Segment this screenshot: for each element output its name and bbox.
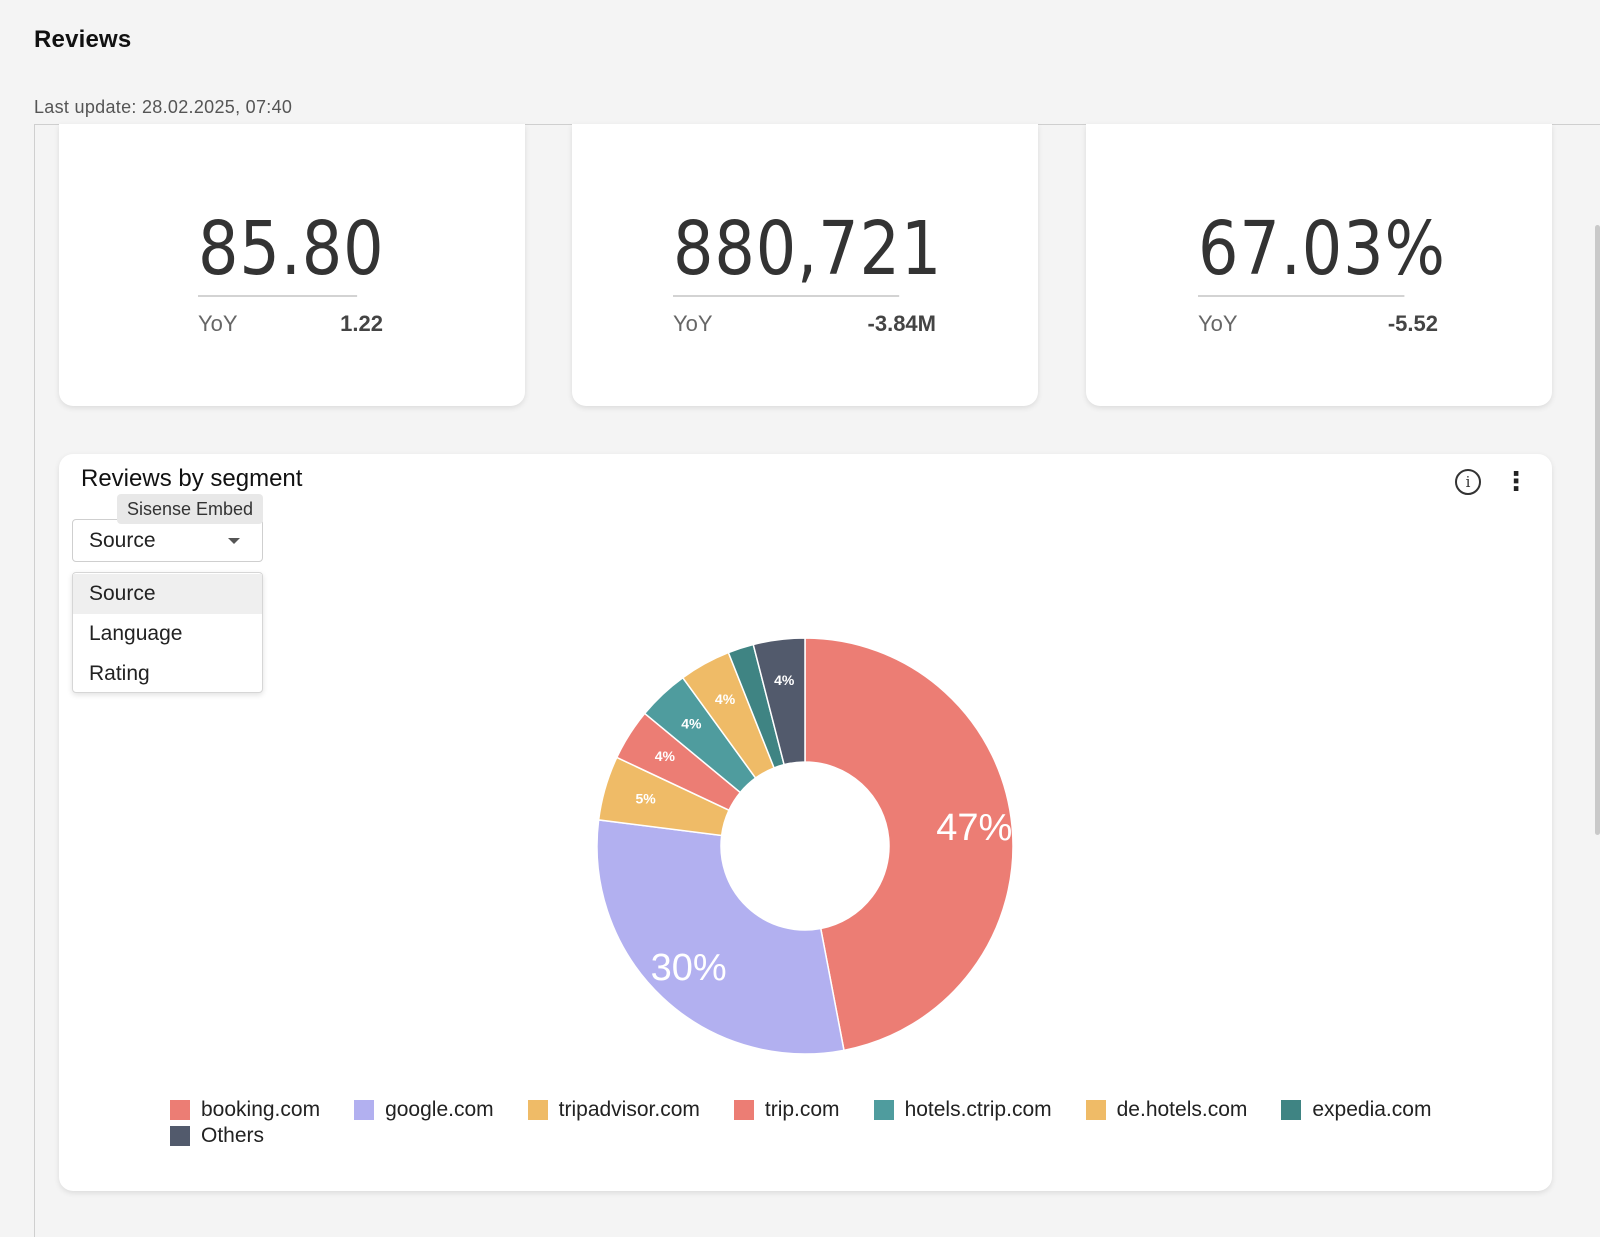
- segment-select-value: Source: [89, 529, 156, 552]
- pie-slice-others[interactable]: [752, 637, 806, 766]
- sisense-embed-tooltip: Sisense Embed: [117, 494, 264, 524]
- legend-label: Others: [201, 1124, 265, 1147]
- kpi-delta-value: -5.52: [1387, 311, 1438, 336]
- kpi-delta-value: 1.22: [340, 311, 383, 336]
- scrollbar-thumb[interactable]: [1595, 225, 1600, 835]
- legend-item[interactable]: Others: [170, 1124, 265, 1147]
- dropdown-option-source[interactable]: Source: [73, 574, 262, 614]
- last-update-text: Last update: 28.02.2025, 07:40: [34, 97, 293, 117]
- legend-swatch: [733, 1100, 754, 1120]
- kpi-value: 67.03%: [1198, 209, 1445, 297]
- segment-select[interactable]: Source: [72, 519, 263, 562]
- pie-slice-booking-com[interactable]: [804, 637, 1014, 1052]
- pie-slice-label: 47%: [936, 807, 1012, 849]
- legend-swatch: [1281, 1100, 1302, 1120]
- donut-chart: 47% 30% 5% 4% 4% 4% 4%: [596, 637, 1014, 1055]
- kpi-delta-value: -3.84M: [867, 311, 936, 336]
- kpi-delta-label: YoY: [673, 311, 713, 336]
- reviews-by-segment-card: Reviews by segment i ⋮ 47% 30% 5% 4% 4% 4% 4% …: [59, 454, 1552, 1191]
- segment-card-title: Reviews by segment: [81, 465, 303, 492]
- legend-label: hotels.ctrip.com: [904, 1098, 1052, 1121]
- legend-item[interactable]: hotels.ctrip.com: [873, 1098, 1052, 1121]
- legend-label: booking.com: [201, 1098, 321, 1121]
- legend-label: tripadvisor.com: [558, 1098, 700, 1121]
- kpi-delta-label: YoY: [1198, 311, 1238, 336]
- legend-label: trip.com: [764, 1098, 840, 1121]
- pie-slice-label: 5%: [635, 790, 656, 806]
- legend-swatch: [170, 1100, 190, 1120]
- segment-dropdown-menu: Source Language Rating: [72, 572, 263, 693]
- legend-item[interactable]: trip.com: [733, 1098, 840, 1121]
- kpi-card-count: 880,721 YoY -3.84M: [572, 124, 1038, 406]
- legend-label: de.hotels.com: [1116, 1098, 1248, 1121]
- info-icon[interactable]: i: [1455, 469, 1481, 495]
- pie-slice-label: 4%: [681, 716, 702, 732]
- dropdown-option-rating[interactable]: Rating: [89, 662, 150, 685]
- legend-swatch: [354, 1100, 375, 1120]
- legend-swatch: [527, 1100, 548, 1120]
- legend-item[interactable]: expedia.com: [1281, 1098, 1432, 1121]
- legend-swatch: [170, 1126, 190, 1146]
- legend-swatch: [1085, 1100, 1106, 1120]
- pie-slice-label: 30%: [651, 947, 727, 989]
- legend-label: expedia.com: [1312, 1098, 1432, 1121]
- legend-item[interactable]: de.hotels.com: [1085, 1098, 1248, 1121]
- dropdown-option-language[interactable]: Language: [89, 622, 183, 645]
- pie-slice-label: 4%: [655, 748, 676, 764]
- kpi-delta-label: YoY: [198, 311, 238, 336]
- kpi-value: 880,721: [673, 209, 941, 297]
- legend-item[interactable]: tripadvisor.com: [527, 1098, 700, 1121]
- pie-slice-label: 4%: [715, 691, 736, 707]
- legend-item[interactable]: google.com: [354, 1098, 494, 1121]
- kpi-card-percentage: 67.03% YoY -5.52: [1086, 124, 1552, 406]
- kpi-card-score: 85.80 YoY 1.22: [59, 124, 525, 406]
- chevron-down-icon: [228, 538, 240, 544]
- chart-legend: booking.com google.com tripadvisor.com trip…: [170, 1098, 1490, 1147]
- kpi-value: 85.80: [198, 209, 384, 297]
- pie-slice-label: 4%: [774, 672, 795, 688]
- legend-label: google.com: [385, 1098, 494, 1121]
- legend-item[interactable]: booking.com: [170, 1098, 321, 1121]
- page-title: Reviews: [34, 26, 132, 53]
- pie-slice-google-com[interactable]: [596, 819, 845, 1055]
- legend-swatch: [873, 1100, 894, 1120]
